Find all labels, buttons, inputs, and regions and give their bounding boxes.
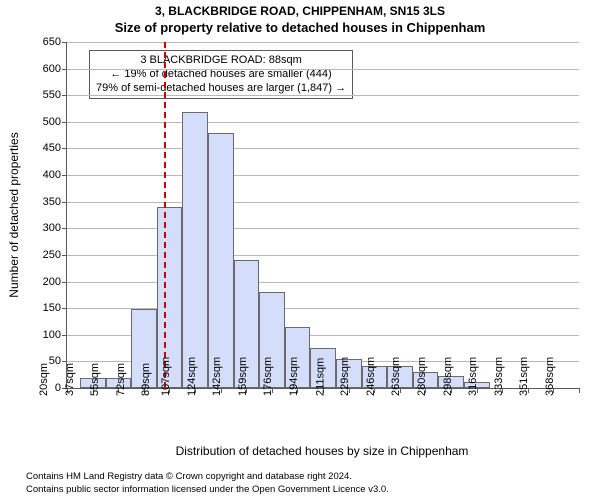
x-tick-label: 142sqm bbox=[211, 357, 223, 396]
x-tick-label: 159sqm bbox=[237, 357, 249, 396]
gridline bbox=[67, 175, 579, 176]
y-tick-label: 250 bbox=[43, 249, 67, 261]
x-tick-label: 107sqm bbox=[160, 357, 172, 396]
x-tick-label: 333sqm bbox=[493, 357, 505, 396]
y-tick-label: 350 bbox=[43, 196, 67, 208]
gridline bbox=[67, 42, 579, 43]
y-tick-label: 500 bbox=[43, 116, 67, 128]
gridline bbox=[67, 122, 579, 123]
title-line-1: 3, BLACKBRIDGE ROAD, CHIPPENHAM, SN15 3L… bbox=[0, 4, 600, 18]
y-axis-title: Number of detached properties bbox=[7, 42, 21, 388]
gridline bbox=[67, 202, 579, 203]
x-axis-title: Distribution of detached houses by size … bbox=[66, 444, 578, 458]
x-tick-label: 89sqm bbox=[140, 363, 152, 396]
annotation-box: 3 BLACKBRIDGE ROAD: 88sqm ← 19% of detac… bbox=[89, 50, 353, 99]
x-tick-label: 280sqm bbox=[416, 357, 428, 396]
y-tick-label: 550 bbox=[43, 89, 67, 101]
x-tick-label: 316sqm bbox=[467, 357, 479, 396]
footnote: Contains HM Land Registry data © Crown c… bbox=[26, 471, 389, 496]
x-tick-label: 246sqm bbox=[365, 357, 377, 396]
title-line-2: Size of property relative to detached ho… bbox=[0, 20, 600, 36]
annotation-line-1: 3 BLACKBRIDGE ROAD: 88sqm bbox=[96, 54, 346, 68]
x-tick-label: 176sqm bbox=[262, 357, 274, 396]
x-tick-label: 298sqm bbox=[441, 357, 453, 396]
y-tick-label: 300 bbox=[43, 222, 67, 234]
x-tick-label: 229sqm bbox=[339, 357, 351, 396]
gridline bbox=[67, 228, 579, 229]
gridline bbox=[67, 148, 579, 149]
y-tick-label: 400 bbox=[43, 169, 67, 181]
gridline bbox=[67, 69, 579, 70]
footnote-line-2: Contains public sector information licen… bbox=[26, 484, 389, 496]
x-tick-label: 72sqm bbox=[115, 363, 127, 396]
annotation-line-2: ← 19% of detached houses are smaller (44… bbox=[96, 68, 346, 82]
footnote-line-1: Contains HM Land Registry data © Crown c… bbox=[26, 471, 389, 483]
histogram-bar bbox=[208, 133, 234, 389]
plot-area: 3 BLACKBRIDGE ROAD: 88sqm ← 19% of detac… bbox=[66, 42, 579, 389]
x-tick-label: 211sqm bbox=[314, 358, 326, 396]
x-tick-mark bbox=[579, 388, 580, 393]
gridline bbox=[67, 95, 579, 96]
x-tick-label: 20sqm bbox=[38, 363, 50, 396]
y-tick-label: 150 bbox=[43, 302, 67, 314]
histogram-bar bbox=[182, 112, 208, 388]
y-tick-label: 100 bbox=[43, 329, 67, 341]
y-tick-label: 450 bbox=[43, 142, 67, 154]
x-tick-label: 37sqm bbox=[64, 363, 76, 396]
y-tick-label: 600 bbox=[43, 63, 67, 75]
x-tick-label: 55sqm bbox=[89, 363, 101, 396]
x-tick-label: 194sqm bbox=[288, 357, 300, 396]
x-tick-label: 263sqm bbox=[390, 357, 402, 396]
gridline bbox=[67, 255, 579, 256]
x-tick-label: 351sqm bbox=[518, 357, 530, 396]
y-tick-label: 650 bbox=[43, 36, 67, 48]
titles: 3, BLACKBRIDGE ROAD, CHIPPENHAM, SN15 3L… bbox=[0, 0, 600, 36]
annotation-line-3: 79% of semi-detached houses are larger (… bbox=[96, 82, 346, 96]
marker-line bbox=[164, 42, 166, 388]
x-tick-label: 368sqm bbox=[544, 357, 556, 396]
gridline bbox=[67, 282, 579, 283]
y-tick-label: 200 bbox=[43, 276, 67, 288]
x-tick-label: 124sqm bbox=[185, 357, 197, 396]
chart-container: 3, BLACKBRIDGE ROAD, CHIPPENHAM, SN15 3L… bbox=[0, 0, 600, 500]
